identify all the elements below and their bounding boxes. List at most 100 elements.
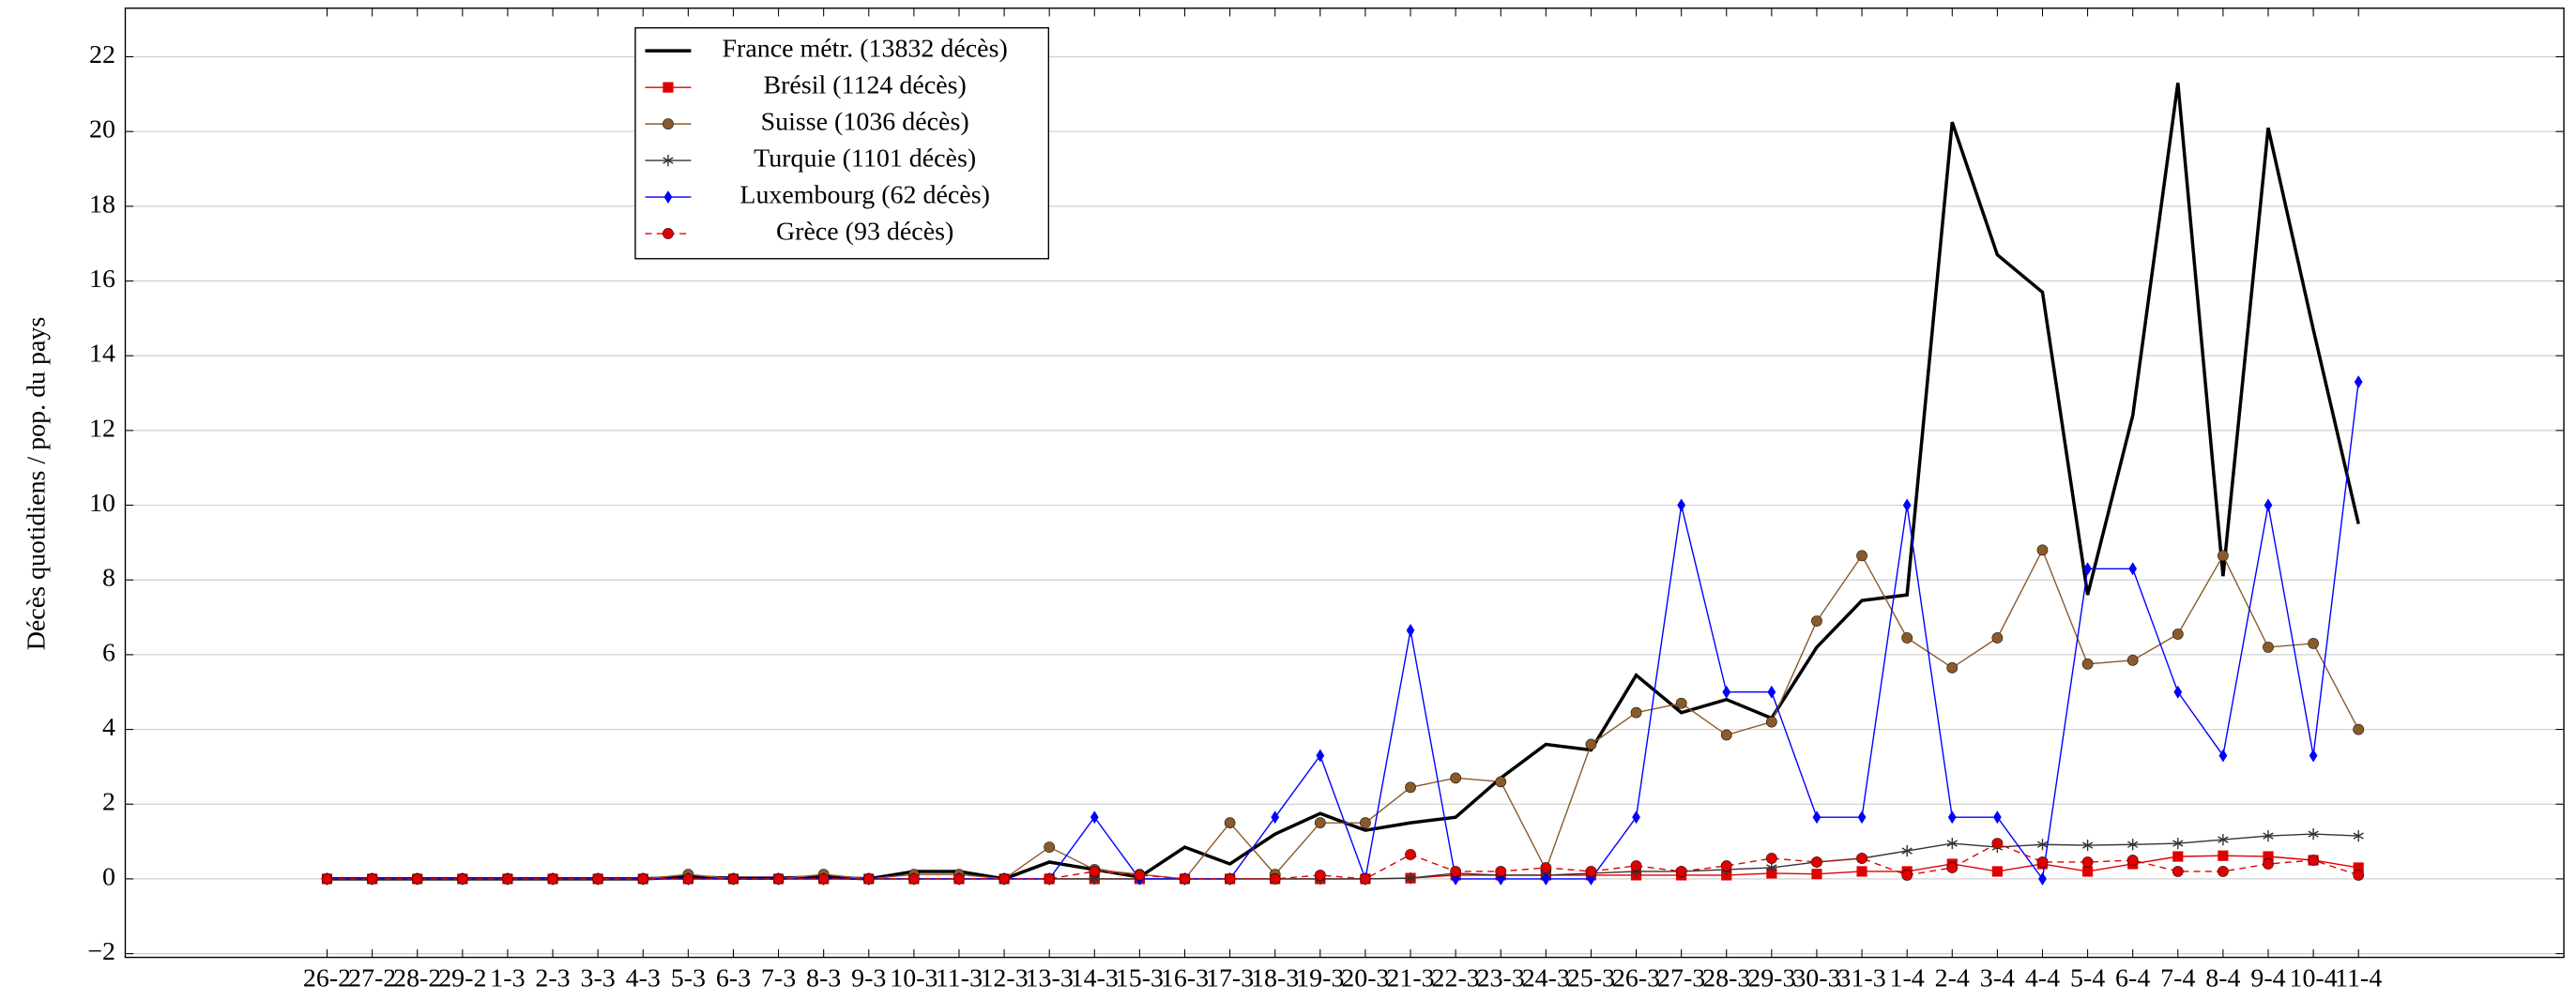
x-tick-label: 28-2 [393, 963, 441, 992]
marker [1179, 873, 1191, 885]
marker [998, 873, 1010, 885]
marker [1720, 860, 1732, 871]
y-tick-label: 18 [89, 189, 115, 219]
marker [2263, 829, 2274, 842]
x-tick-label: 18-3 [1251, 963, 1299, 992]
marker [663, 154, 674, 167]
marker [1495, 776, 1507, 788]
marker [908, 873, 920, 885]
legend: France métr. (13832 décès) Brésil (1124 d… [634, 27, 1050, 260]
marker [1947, 811, 1957, 825]
marker [2218, 833, 2229, 846]
x-tick-label: 24-3 [1522, 963, 1570, 992]
legend-label: Luxembourg (62 décès) [739, 180, 990, 209]
x-tick-label: 19-3 [1296, 963, 1344, 992]
x-tick-label: 7-4 [2160, 963, 2195, 992]
x-tick-label: 4-3 [626, 963, 661, 992]
x-tick-label: 4-4 [2025, 963, 2060, 992]
marker [637, 873, 649, 885]
marker [663, 82, 674, 93]
marker [2353, 862, 2364, 873]
x-tick-label: 8-4 [2205, 963, 2240, 992]
marker [1677, 498, 1686, 512]
marker [1224, 873, 1236, 885]
marker [1901, 844, 1913, 857]
y-tick-label: 16 [89, 265, 115, 294]
marker [2218, 550, 2229, 562]
y-tick-label: 2 [102, 788, 115, 817]
marker [1585, 866, 1597, 877]
marker [1811, 869, 1822, 880]
x-tick-label: 22-3 [1432, 963, 1480, 992]
marker [1044, 841, 1056, 853]
marker [1856, 550, 1867, 562]
legend-label: Grèce (93 décès) [776, 217, 953, 246]
marker [1856, 866, 1867, 877]
marker [663, 190, 673, 205]
marker [1766, 716, 1777, 728]
marker [1406, 624, 1415, 637]
marker [2126, 855, 2139, 866]
marker [772, 873, 785, 885]
x-tick-label: 8-3 [806, 963, 841, 992]
marker [1630, 706, 1642, 719]
marker [2353, 723, 2365, 735]
x-tick-label: 31-3 [1837, 963, 1885, 992]
marker [1405, 871, 1416, 885]
legend-label: France métr. (13832 décès) [723, 35, 1008, 64]
series-line [327, 842, 2359, 880]
marker [862, 873, 875, 885]
marker [1812, 811, 1821, 825]
y-tick-label: 0 [102, 862, 115, 891]
marker [456, 873, 468, 885]
marker [2354, 375, 2363, 389]
marker [1766, 861, 1777, 874]
marker [1405, 781, 1416, 794]
marker [502, 873, 513, 885]
x-tick-label: 26-2 [303, 963, 351, 992]
marker [727, 873, 739, 885]
marker [2038, 871, 2047, 886]
marker [1811, 615, 1822, 627]
marker [1946, 661, 1959, 674]
marker [817, 873, 830, 885]
legend-label: Brésil (1124 décès) [763, 71, 966, 100]
marker [2172, 866, 2184, 877]
marker [321, 873, 333, 885]
x-tick-label: 17-3 [1206, 963, 1254, 992]
x-tick-label: 2-4 [1935, 963, 1970, 992]
marker [663, 228, 674, 239]
marker [1946, 862, 1959, 873]
marker [2083, 562, 2092, 576]
x-tick-label: 26-3 [1612, 963, 1660, 992]
x-tick-label: 23-3 [1477, 963, 1525, 992]
x-tick-label: 5-3 [671, 963, 706, 992]
plot-frame [124, 8, 2565, 959]
x-tick-label: 11-3 [936, 963, 983, 992]
marker [2036, 544, 2049, 556]
x-tick-label: 9-4 [2250, 963, 2285, 992]
x-tick-label: 29-3 [1747, 963, 1795, 992]
marker [366, 873, 378, 885]
x-tick-label: 16-3 [1161, 963, 1209, 992]
marker [2172, 629, 2184, 640]
y-tick-label: 6 [102, 638, 115, 667]
x-tick-label: 6-3 [716, 963, 751, 992]
marker [1224, 817, 1236, 829]
marker [2218, 866, 2229, 877]
marker [2081, 839, 2094, 852]
x-tick-label: 7-3 [761, 963, 796, 992]
marker [1946, 837, 1958, 850]
marker [1811, 856, 1822, 868]
marker [2172, 851, 2184, 862]
x-tick-label: 11-4 [2335, 963, 2382, 992]
series-line [327, 548, 2359, 880]
y-tick-label: 4 [102, 713, 115, 742]
x-tick-label: 1-3 [490, 963, 525, 992]
x-tick-label: 3-3 [581, 963, 616, 992]
marker [2218, 850, 2229, 861]
marker [1269, 873, 1281, 885]
marker [1405, 849, 1416, 860]
marker [1360, 817, 1371, 829]
